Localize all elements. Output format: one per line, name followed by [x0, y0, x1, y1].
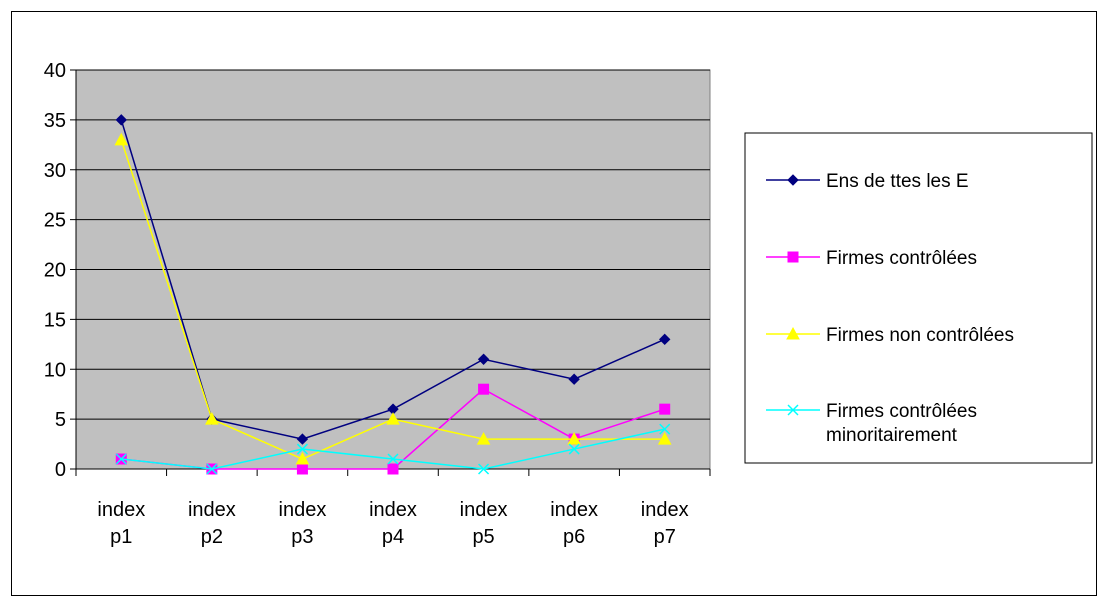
data-point-s4-1	[115, 453, 127, 465]
legend-label-4: minoritairement	[826, 425, 958, 446]
x-tick-label: p5	[472, 526, 494, 548]
legend-label-4: Firmes contrôlées	[826, 401, 977, 422]
x-tick-label: index	[641, 499, 689, 521]
legend-marker-2	[787, 251, 799, 263]
data-point-s4-5	[478, 463, 490, 475]
y-tick-label: 0	[55, 459, 66, 481]
y-tick-label: 5	[55, 409, 66, 431]
legend-marker-3	[786, 326, 800, 340]
data-point-s2-7	[659, 403, 671, 415]
x-tick-label: index	[279, 499, 327, 521]
y-tick-label: 15	[44, 309, 66, 331]
legend-label-1: Ens de ttes les E	[826, 171, 969, 192]
x-tick-label: p1	[110, 526, 132, 548]
x-tick-label: p2	[201, 526, 223, 548]
data-point-s3-5	[476, 432, 491, 445]
data-point-s4-6	[568, 443, 580, 455]
y-tick-label: 30	[44, 160, 66, 182]
x-tick-label: index	[188, 499, 236, 521]
data-point-s3-7	[657, 432, 672, 445]
legend-marker-4	[787, 404, 799, 416]
data-point-s1-5	[477, 353, 490, 365]
legend-marker-1	[787, 174, 799, 186]
legend-box	[744, 132, 1093, 464]
y-tick-label: 25	[44, 210, 66, 232]
x-tick-label: index	[369, 499, 417, 521]
data-point-s3-3	[295, 451, 310, 465]
x-tick-label: p6	[563, 526, 585, 548]
data-point-s3-6	[567, 432, 581, 445]
legend-label-3: Firmes non contrôlées	[826, 325, 1014, 346]
y-tick-label: 35	[44, 110, 66, 132]
x-tick-label: index	[550, 499, 598, 521]
y-tick-label: 40	[44, 60, 66, 82]
x-tick-label: p7	[654, 526, 676, 548]
data-point-s1-3	[296, 433, 309, 445]
data-point-s4-7	[659, 423, 671, 435]
data-point-s3-4	[386, 412, 400, 425]
data-point-s2-3	[296, 463, 308, 475]
data-point-s2-5	[478, 383, 490, 395]
data-point-s1-1	[115, 114, 127, 126]
x-tick-label: p4	[382, 526, 404, 548]
data-point-s1-7	[659, 333, 671, 346]
data-point-s4-3	[296, 443, 308, 455]
y-tick-label: 20	[44, 260, 66, 282]
x-tick-label: p3	[291, 526, 313, 548]
data-point-s2-4	[387, 463, 399, 475]
data-point-s3-2	[205, 412, 219, 425]
legend-label-2: Firmes contrôlées	[826, 248, 977, 269]
data-point-s4-2	[206, 463, 218, 475]
data-point-s1-6	[568, 373, 580, 385]
data-point-s4-4	[387, 453, 399, 465]
y-tick-label: 10	[44, 359, 66, 381]
data-point-s3-1	[114, 132, 129, 146]
x-tick-label: index	[97, 499, 145, 521]
x-tick-label: index	[460, 499, 508, 521]
